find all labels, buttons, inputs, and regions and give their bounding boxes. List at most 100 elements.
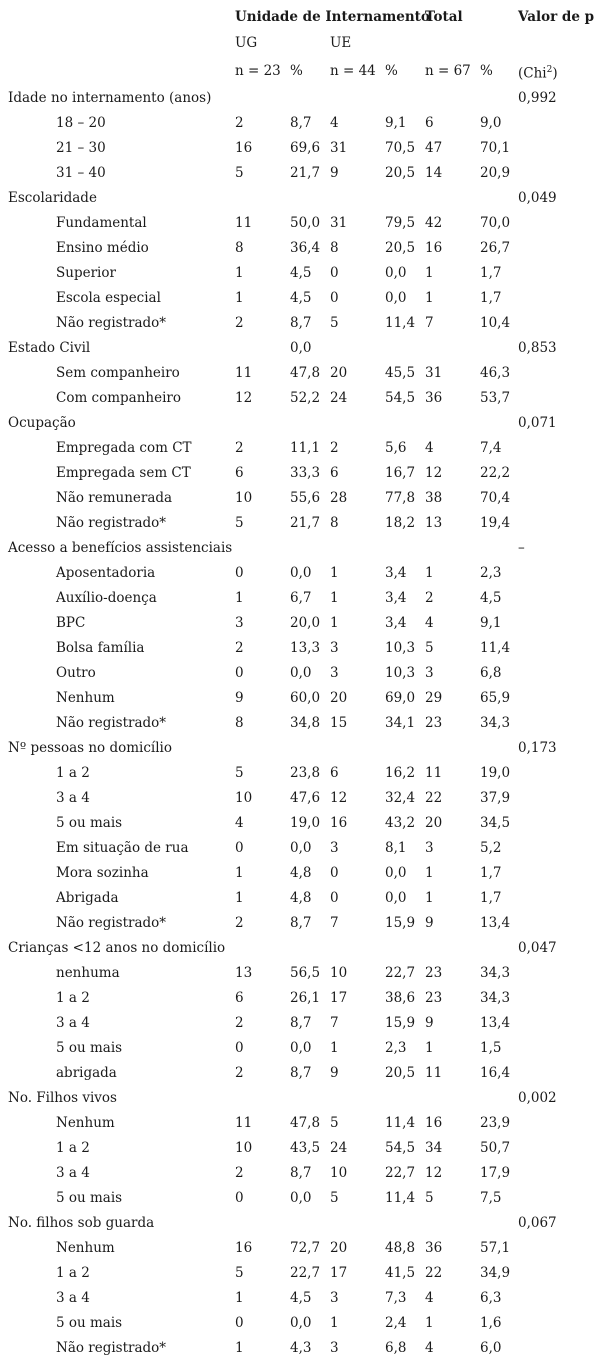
row-label: Fundamental — [56, 215, 147, 231]
table-row: Aposentadoria 0 0,0 1 3,4 1 2,3 — [0, 565, 599, 590]
cell-ug-n: 2 — [235, 1065, 244, 1081]
cell-ug-pct: 69,6 — [290, 140, 321, 156]
cell-total-pct: 1,5 — [480, 1040, 502, 1056]
cell-ue-pct: 15,9 — [385, 1015, 416, 1031]
cell-total-pct: 7,4 — [480, 440, 502, 456]
cell-ug-pct: 55,6 — [290, 490, 321, 506]
cell-ug-n: 9 — [235, 690, 244, 706]
cell-ue-n: 1 — [330, 1040, 339, 1056]
cell-ue-pct: 0,0 — [385, 865, 407, 881]
cell-ug-pct: 8,7 — [290, 115, 312, 131]
cell-ug-n: 5 — [235, 765, 244, 781]
cell-ug-n: 1 — [235, 590, 244, 606]
category-row: Idade no internamento (anos) 0,992 — [0, 90, 599, 115]
cell-total-n: 34 — [425, 1140, 443, 1156]
cell-total-pct: 6,3 — [480, 1290, 502, 1306]
table-row: Não remunerada 10 55,6 28 77,8 38 70,4 — [0, 490, 599, 515]
row-label: 3 a 4 — [56, 1290, 90, 1306]
row-label: Não registrado* — [56, 315, 167, 331]
cell-total-pct: 10,4 — [480, 315, 511, 331]
cell-ue-pct: 70,5 — [385, 140, 416, 156]
row-label: Nenhum — [56, 1240, 115, 1256]
cell-total-n: 1 — [425, 565, 434, 581]
cell-ug-pct: 72,7 — [290, 1240, 321, 1256]
cell-ug-pct: 11,1 — [290, 440, 321, 456]
row-label: nenhuma — [56, 965, 120, 981]
cell-ue-n: 1 — [330, 615, 339, 631]
cell-ug-pct: 8,7 — [290, 1015, 312, 1031]
cell-ug-pct: 0,0 — [290, 565, 312, 581]
cell-total-pct: 46,3 — [480, 365, 511, 381]
cell-ue-n: 20 — [330, 690, 348, 706]
cell-total-pct: 34,9 — [480, 1265, 511, 1281]
cell-pvalue: 0,067 — [518, 1215, 557, 1231]
cell-total-n: 1 — [425, 865, 434, 881]
cell-ue-n: 7 — [330, 1015, 339, 1031]
category-label: Idade no internamento (anos) — [8, 90, 212, 106]
cell-total-n: 6 — [425, 115, 434, 131]
cell-ug-n: 11 — [235, 365, 253, 381]
table-row: Com companheiro 12 52,2 24 54,5 36 53,7 — [0, 390, 599, 415]
header-pct-ug: % — [290, 63, 303, 79]
cell-ue-n: 3 — [330, 665, 339, 681]
cell-total-n: 23 — [425, 715, 443, 731]
cell-ug-n: 6 — [235, 990, 244, 1006]
cell-total-pct: 19,0 — [480, 765, 511, 781]
cell-total-pct: 6,0 — [480, 1340, 502, 1356]
row-label: 18 – 20 — [56, 115, 106, 131]
cell-ue-n: 6 — [330, 765, 339, 781]
cell-ue-pct: 18,2 — [385, 515, 416, 531]
cell-total-n: 5 — [425, 640, 434, 656]
row-label: 3 a 4 — [56, 790, 90, 806]
cell-ue-n: 9 — [330, 1065, 339, 1081]
cell-ug-n: 8 — [235, 715, 244, 731]
row-label: Com companheiro — [56, 390, 182, 406]
table-row: Auxílio-doença 1 6,7 1 3,4 2 4,5 — [0, 590, 599, 615]
cell-ug-pct: 0,0 — [290, 840, 312, 856]
cell-total-n: 4 — [425, 440, 434, 456]
cell-ue-pct: 16,7 — [385, 465, 416, 481]
cell-ue-pct: 22,7 — [385, 1165, 416, 1181]
cell-total-pct: 5,2 — [480, 840, 502, 856]
cell-total-pct: 53,7 — [480, 390, 511, 406]
header-n-total: n = 67 — [425, 63, 471, 79]
cell-ug-n: 3 — [235, 615, 244, 631]
table-row: Superior 1 4,5 0 0,0 1 1,7 — [0, 265, 599, 290]
cell-ue-pct: 11,4 — [385, 315, 416, 331]
cell-ue-n: 5 — [330, 1115, 339, 1131]
cell-total-n: 20 — [425, 815, 443, 831]
cell-total-n: 29 — [425, 690, 443, 706]
cell-ue-pct: 5,6 — [385, 440, 407, 456]
cell-total-n: 31 — [425, 365, 443, 381]
cell-total-pct: 23,9 — [480, 1115, 511, 1131]
cell-ug-pct: 4,5 — [290, 290, 312, 306]
category-row: No. filhos sob guarda 0,067 — [0, 1215, 599, 1240]
cell-total-pct: 7,5 — [480, 1190, 502, 1206]
cell-ue-pct: 32,4 — [385, 790, 416, 806]
table-row: 3 a 4 1 4,5 3 7,3 4 6,3 — [0, 1290, 599, 1315]
cell-pvalue: 0,002 — [518, 1090, 557, 1106]
cell-total-pct: 1,7 — [480, 265, 502, 281]
cell-ug-pct: 47,8 — [290, 1115, 321, 1131]
cell-ug-n: 0 — [235, 840, 244, 856]
table-row: 3 a 4 10 47,6 12 32,4 22 37,9 — [0, 790, 599, 815]
cell-ue-pct: 3,4 — [385, 615, 407, 631]
cell-ue-n: 1 — [330, 1315, 339, 1331]
cell-ug-pct: 19,0 — [290, 815, 321, 831]
header-pct-total: % — [480, 63, 493, 79]
cell-total-pct: 34,3 — [480, 965, 511, 981]
cell-ue-pct: 54,5 — [385, 390, 416, 406]
cell-ug-pct: 8,7 — [290, 915, 312, 931]
table-row: Mora sozinha 1 4,8 0 0,0 1 1,7 — [0, 865, 599, 890]
cell-ue-n: 6 — [330, 465, 339, 481]
cell-total-pct: 22,2 — [480, 465, 511, 481]
cell-total-n: 13 — [425, 515, 443, 531]
cell-total-n: 36 — [425, 390, 443, 406]
cell-ug-pct: 13,3 — [290, 640, 321, 656]
table-row: 1 a 2 5 22,7 17 41,5 22 34,9 — [0, 1265, 599, 1290]
cell-ug-n: 1 — [235, 1340, 244, 1356]
cell-ug-n: 10 — [235, 790, 253, 806]
row-label: Não registrado* — [56, 915, 167, 931]
header-ug: UG — [235, 35, 258, 51]
cell-ue-n: 20 — [330, 1240, 348, 1256]
